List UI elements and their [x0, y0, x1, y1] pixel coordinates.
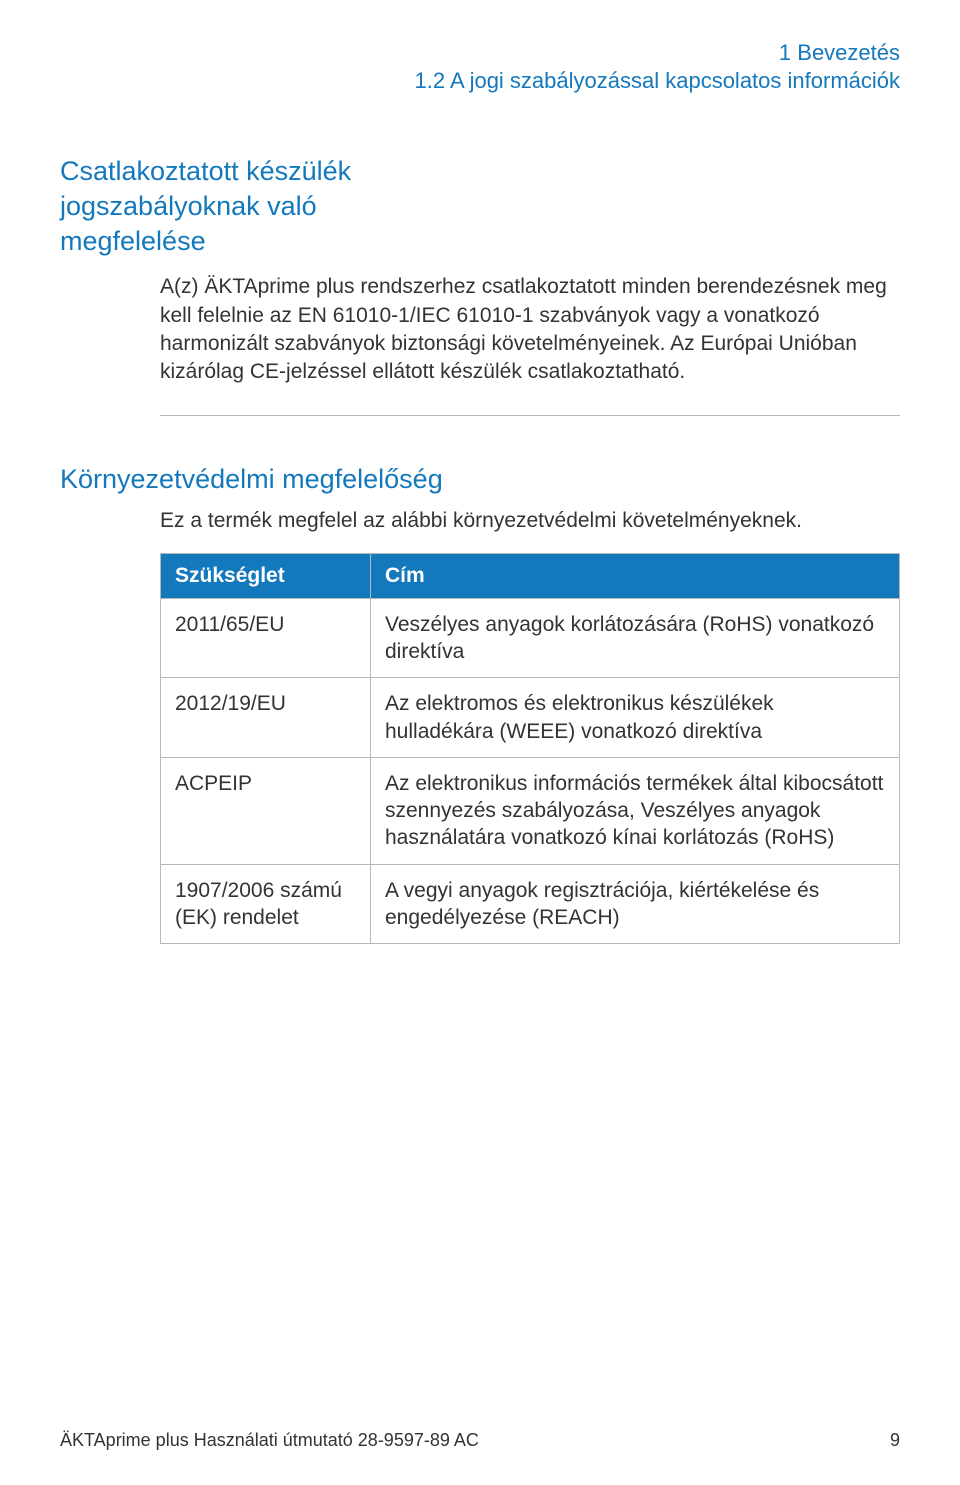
- table-cell-requirement: 1907/2006 számú (EK) rendelet: [161, 864, 371, 944]
- footer-doc-title: ÄKTAprime plus Használati útmutató 28-95…: [60, 1430, 479, 1451]
- header-section: 1.2 A jogi szabályozással kapcsolatos in…: [60, 68, 900, 94]
- footer-page-number: 9: [890, 1430, 900, 1451]
- table-header-row: Szükséglet Cím: [161, 553, 900, 598]
- table-row: ACPEIP Az elektronikus információs termé…: [161, 757, 900, 864]
- table-row: 2012/19/EU Az elektromos és elektronikus…: [161, 678, 900, 758]
- table-header-requirement: Szükséglet: [161, 553, 371, 598]
- page-content: 1 Bevezetés 1.2 A jogi szabályozással ka…: [0, 0, 960, 944]
- table-cell-requirement: 2011/65/EU: [161, 598, 371, 678]
- compliance-table: Szükséglet Cím 2011/65/EU Veszélyes anya…: [160, 553, 900, 945]
- table-row: 2011/65/EU Veszélyes anyagok korlátozásá…: [161, 598, 900, 678]
- section1-body: A(z) ÄKTAprime plus rendszerhez csatlako…: [160, 273, 900, 386]
- section-divider: [160, 415, 900, 416]
- header-chapter: 1 Bevezetés: [60, 40, 900, 66]
- section1-title-line1: Csatlakoztatott készülék: [60, 156, 351, 186]
- table-cell-title: Az elektronikus információs termékek ált…: [371, 757, 900, 864]
- table-cell-title: Veszélyes anyagok korlátozására (RoHS) v…: [371, 598, 900, 678]
- section2-intro: Ez a termék megfelel az alábbi környezet…: [160, 509, 900, 533]
- table-cell-title: Az elektromos és elektronikus készülékek…: [371, 678, 900, 758]
- page-header: 1 Bevezetés 1.2 A jogi szabályozással ka…: [60, 40, 900, 94]
- table-cell-requirement: ACPEIP: [161, 757, 371, 864]
- section1-title-line3: megfelelése: [60, 226, 206, 256]
- table-cell-title: A vegyi anyagok regisztrációja, kiértéke…: [371, 864, 900, 944]
- table-header-title: Cím: [371, 553, 900, 598]
- section2-title: Környezetvédelmi megfelelőség: [60, 464, 900, 495]
- table-cell-requirement: 2012/19/EU: [161, 678, 371, 758]
- section1-title: Csatlakoztatott készülék jogszabályoknak…: [60, 154, 900, 259]
- section1-title-line2: jogszabályoknak való: [60, 191, 317, 221]
- table-row: 1907/2006 számú (EK) rendelet A vegyi an…: [161, 864, 900, 944]
- page-footer: ÄKTAprime plus Használati útmutató 28-95…: [60, 1430, 900, 1451]
